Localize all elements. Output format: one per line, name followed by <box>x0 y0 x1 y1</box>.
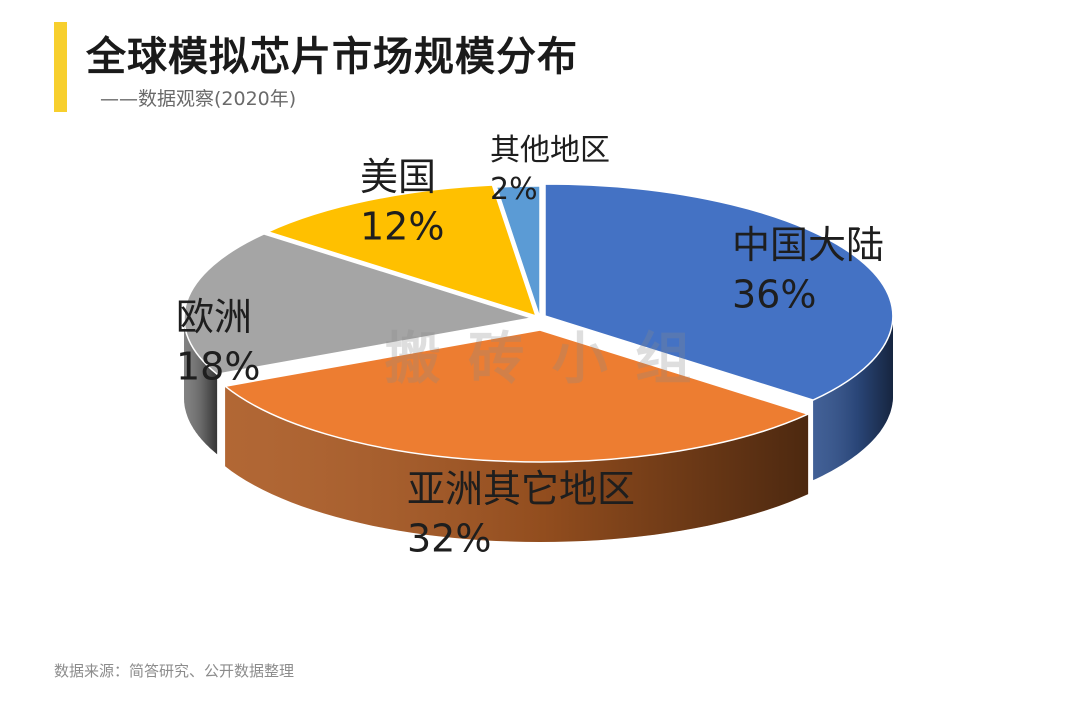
slice-label-usa: 美国 <box>360 155 436 199</box>
slice-value-china: 36% <box>732 272 816 316</box>
slice-usa <box>265 184 538 318</box>
slice-label-china: 中国大陆 <box>732 223 884 267</box>
slice-europe <box>183 233 533 375</box>
slice-value-europe: 18% <box>176 344 260 388</box>
page-title: 全球模拟芯片市场规模分布 <box>86 34 578 80</box>
slice-other-regions <box>495 185 541 319</box>
title-accent-bar <box>54 22 67 112</box>
slice-value-usa: 12% <box>360 204 444 248</box>
slice-china <box>544 183 894 401</box>
slice-label-europe: 欧洲 <box>176 295 252 339</box>
page-subtitle: ——数据观察(2020年) <box>100 88 297 110</box>
pie-tops <box>183 183 894 463</box>
slice-label-other-regions: 其他地区 <box>490 133 610 168</box>
data-source-note: 数据来源：简答研究、公开数据整理 <box>54 662 295 680</box>
slice-side-shade-china <box>813 316 893 481</box>
pie-sides <box>184 316 893 542</box>
slice-label-asia-other: 亚洲其它地区 <box>407 467 635 511</box>
pie-labels: 中国大陆 36% 亚洲其它地区 32% 欧洲 18% 美国 12% 其他地区 2% <box>176 133 884 560</box>
watermark-text: 搬 砖 小 组 <box>385 327 696 392</box>
slice-side-shade-asia-other <box>225 386 809 542</box>
slice-side-shade-europe <box>184 318 218 455</box>
slice-value-other-regions: 2% <box>490 172 538 207</box>
slice-value-asia-other: 32% <box>407 516 491 560</box>
slice-asia-other <box>223 329 811 463</box>
